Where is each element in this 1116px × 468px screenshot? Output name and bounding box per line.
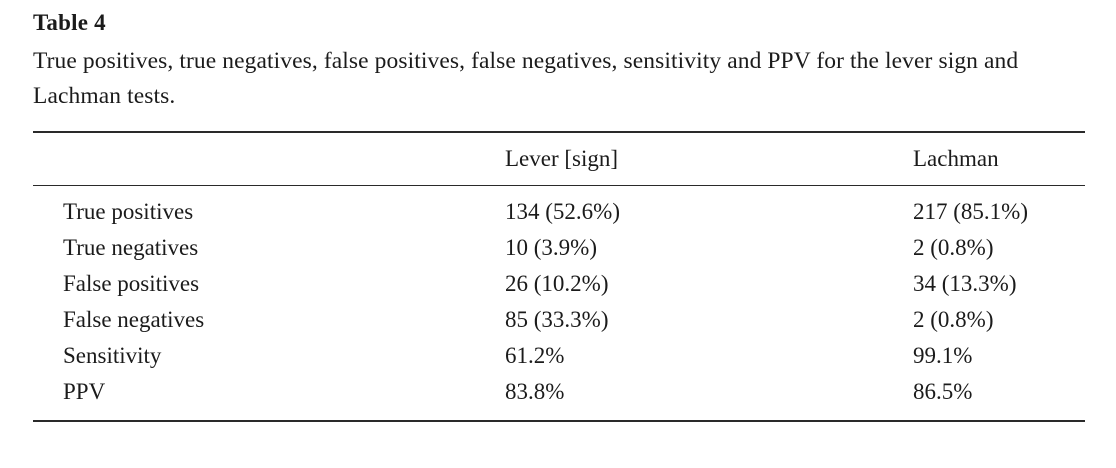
row-label: False negatives xyxy=(63,307,205,332)
lever-value: 85 (33.3%) xyxy=(505,307,609,332)
lachman-value: 2 (0.8%) xyxy=(913,235,994,260)
lever-value: 134 (52.6%) xyxy=(505,199,620,224)
table-caption: True positives, true negatives, false po… xyxy=(33,48,1019,109)
row-label: Sensitivity xyxy=(63,343,162,368)
data-table: Lever [sign] Lachman True positives 134 … xyxy=(33,131,1085,422)
table-row-ppv: PPV 83.8% 86.5% xyxy=(33,374,1085,410)
table-row-false-positives: False positives 26 (10.2%) 34 (13.3%) xyxy=(33,266,1085,302)
table-row-false-negatives: False negatives 85 (33.3%) 2 (0.8%) xyxy=(33,302,1085,338)
row-label: True negatives xyxy=(63,235,199,260)
row-label: True positives xyxy=(63,199,194,224)
lachman-value: 99.1% xyxy=(913,343,973,368)
row-label: False positives xyxy=(63,271,200,296)
lachman-value: 217 (85.1%) xyxy=(913,199,1028,224)
table-row-true-negatives: True negatives 10 (3.9%) 2 (0.8%) xyxy=(33,230,1085,266)
header-cell-lever-sign: Lever [sign] xyxy=(505,146,619,171)
lever-value: 61.2% xyxy=(505,343,565,368)
table-row-true-positives: True positives 134 (52.6%) 217 (85.1%) xyxy=(33,194,1085,230)
table-header-row: Lever [sign] Lachman xyxy=(33,133,1085,186)
lachman-value: 86.5% xyxy=(913,379,973,404)
row-label: PPV xyxy=(63,379,106,404)
lever-value: 83.8% xyxy=(505,379,565,404)
table-body: True positives 134 (52.6%) 217 (85.1%) T… xyxy=(33,186,1085,420)
header-cell-lachman: Lachman xyxy=(913,146,999,171)
lever-value: 26 (10.2%) xyxy=(505,271,609,296)
lever-value: 10 (3.9%) xyxy=(505,235,597,260)
table-number-label: Table 4 xyxy=(33,10,106,35)
lachman-value: 2 (0.8%) xyxy=(913,307,994,332)
table-block: Table 4 True positives, true negatives, … xyxy=(33,0,1085,422)
table-row-sensitivity: Sensitivity 61.2% 99.1% xyxy=(33,338,1085,374)
lachman-value: 34 (13.3%) xyxy=(913,271,1017,296)
